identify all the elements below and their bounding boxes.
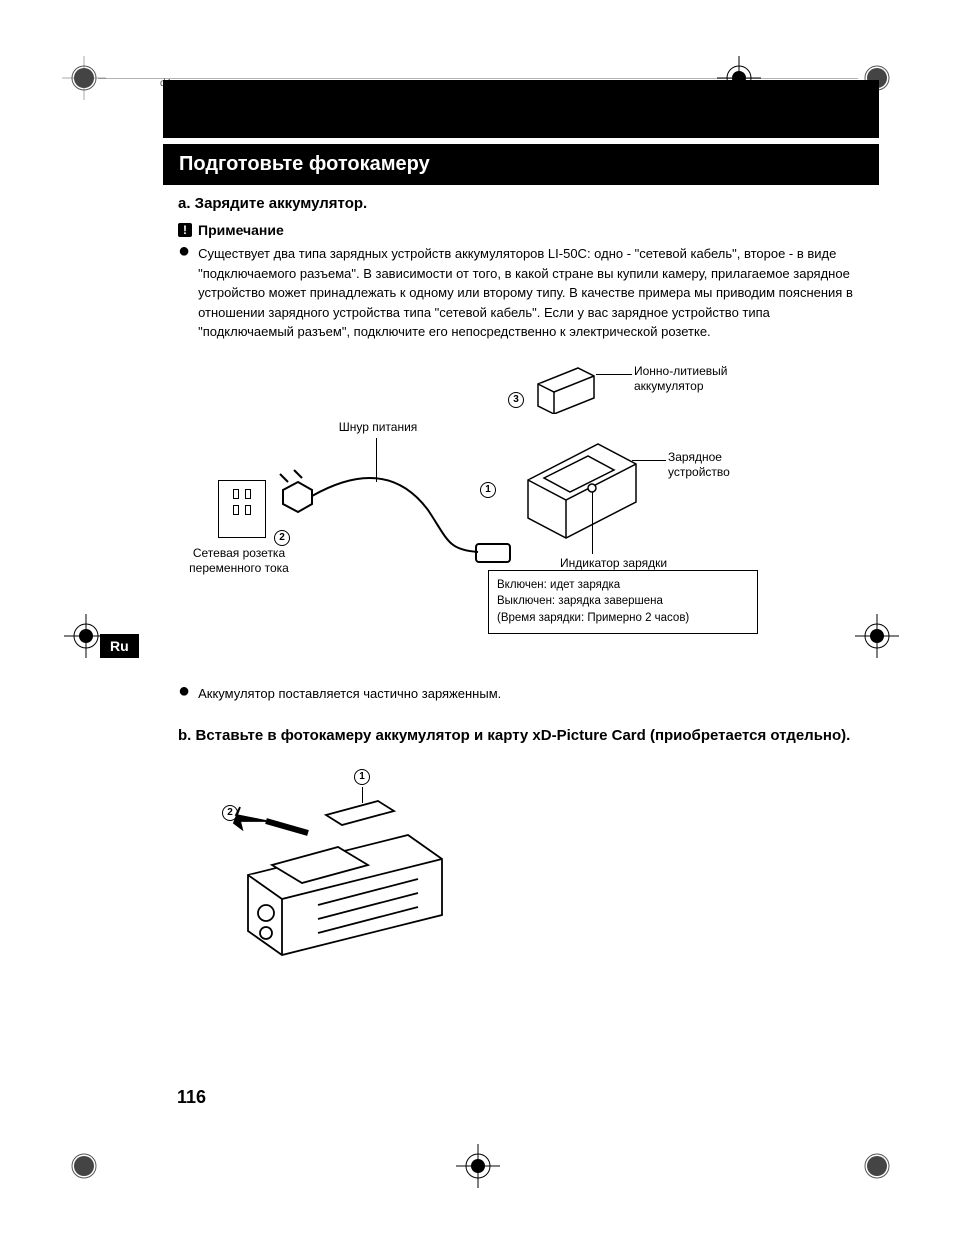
section-b-heading: b. Вставьте в фотокамеру аккумулятор и к… <box>178 725 859 747</box>
lead-line <box>632 460 666 461</box>
footnote-bullet: ● Аккумулятор поставляется частично заря… <box>178 684 859 704</box>
header-black-bar <box>163 80 879 138</box>
lead-line <box>592 492 593 554</box>
step-number-1: 1 <box>480 482 496 498</box>
step-number-b1: 1 <box>354 769 370 785</box>
note-icon: ! <box>178 223 192 237</box>
cord-plug-icon <box>268 460 518 570</box>
footnote-text: Аккумулятор поставляется частично заряже… <box>198 684 501 704</box>
note-text: Существует два типа зарядных устройств а… <box>198 244 859 342</box>
outlet-icon <box>218 480 266 538</box>
info-line-3: (Время зарядки: Примерно 2 часов) <box>497 610 749 627</box>
info-line-2: Выключен: зарядка завершена <box>497 593 749 610</box>
note-bullet: ● Существует два типа зарядных устройств… <box>178 244 859 342</box>
bullet-icon: ● <box>178 244 190 342</box>
section-a-heading: a. Зарядите аккумулятор. <box>178 195 859 212</box>
bullet-icon: ● <box>178 684 190 704</box>
label-charger: Зарядное устройство <box>668 450 768 481</box>
diagram-camera: 1 2 <box>198 765 859 985</box>
label-power-cord: Шнур питания <box>323 420 433 436</box>
label-battery: Ионно-литиевый аккумулятор <box>634 364 754 395</box>
battery-icon <box>528 364 598 414</box>
main-content: a. Зарядите аккумулятор. ! Примечание ● … <box>178 195 859 985</box>
step-number-3: 3 <box>508 392 524 408</box>
charger-icon <box>518 430 648 540</box>
note-header: ! Примечание <box>178 222 859 238</box>
page-number: 116 <box>177 1087 206 1108</box>
page-title: Подготовьте фотокамеру <box>163 144 879 185</box>
note-label: Примечание <box>198 222 284 238</box>
step-number-2: 2 <box>274 530 290 546</box>
info-line-1: Включен: идет зарядка <box>497 577 749 594</box>
lead-line <box>596 374 632 375</box>
page-content: Подготовьте фотокамеру a. Зарядите аккум… <box>0 0 954 1258</box>
crop-line <box>98 78 858 79</box>
language-tab: Ru <box>100 634 139 658</box>
indicator-info-box: Включен: идет зарядка Выключен: зарядка … <box>488 570 758 634</box>
diagram-charger: Шнур питания Сетевая розетка переменного… <box>178 360 859 680</box>
camera-icon <box>218 785 458 965</box>
